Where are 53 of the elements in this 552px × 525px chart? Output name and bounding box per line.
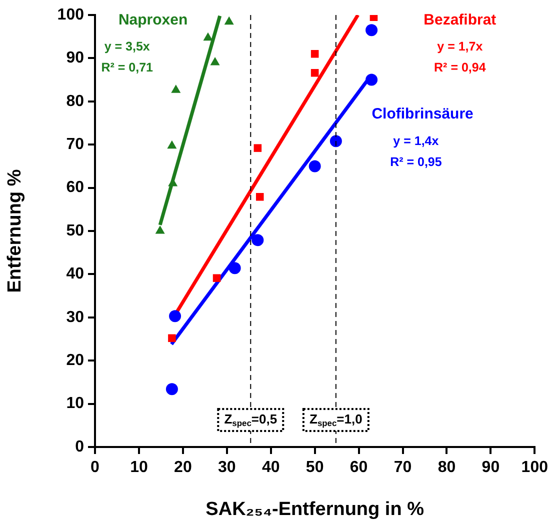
y-tick-label: 90 (66, 50, 84, 67)
point (228, 262, 241, 274)
point (254, 144, 262, 152)
point (168, 334, 176, 342)
point (171, 84, 181, 93)
annotation: R² = 0,94 (434, 60, 486, 75)
point (224, 16, 234, 25)
point (166, 383, 178, 396)
y-tick-label: 10 (66, 395, 84, 412)
x-tick-label: 100 (521, 459, 548, 476)
x-tick-label: 50 (306, 459, 324, 476)
annotation: y = 1,7x (437, 40, 483, 54)
y-tick-label: 70 (66, 136, 84, 154)
point (212, 274, 221, 282)
point (310, 69, 319, 77)
x-tick-label: 70 (394, 459, 412, 476)
y-tick-label: 40 (66, 266, 84, 283)
point (366, 24, 378, 36)
annotation: y = 1,4x (393, 134, 439, 148)
point (366, 74, 378, 86)
x-tick-label: 10 (130, 459, 148, 476)
x-tick-label: 40 (262, 459, 280, 476)
x-tick-label: 60 (350, 459, 368, 476)
annotation: R² = 0,95 (390, 154, 442, 169)
series-label: Clofibrinsäure (372, 106, 474, 122)
y-tick-label: 30 (66, 308, 84, 326)
x-tick-label: 20 (174, 459, 192, 476)
point (252, 234, 264, 246)
y-tick-label: 80 (66, 92, 84, 110)
annotation: R² = 0,71 (101, 60, 154, 75)
y-tick-label: 20 (66, 352, 84, 370)
x-axis-title: SAK₂₅₄-Entfernung in % (206, 498, 424, 520)
y-tick-label: 60 (66, 179, 84, 196)
point (169, 310, 182, 322)
x-tick-label: 90 (482, 459, 500, 476)
point (167, 140, 177, 149)
point (203, 32, 213, 41)
x-tick-label: 30 (218, 459, 236, 476)
point (256, 192, 264, 201)
annotation: y = 3,5x (104, 40, 150, 54)
x-tick-label: 0 (90, 459, 100, 476)
point (308, 160, 321, 172)
point (210, 57, 220, 66)
series-label: Naproxen (118, 11, 188, 28)
y-tick-label: 100 (57, 6, 84, 24)
y-tick-label: 0 (75, 438, 84, 456)
point (330, 135, 342, 148)
point (310, 50, 319, 58)
x-tick-label: 80 (438, 459, 456, 476)
point (155, 226, 165, 234)
y-axis-title: Entfernung % (4, 169, 26, 293)
text: Bezafibrat (424, 11, 496, 28)
y-tick-label: 50 (66, 222, 84, 240)
